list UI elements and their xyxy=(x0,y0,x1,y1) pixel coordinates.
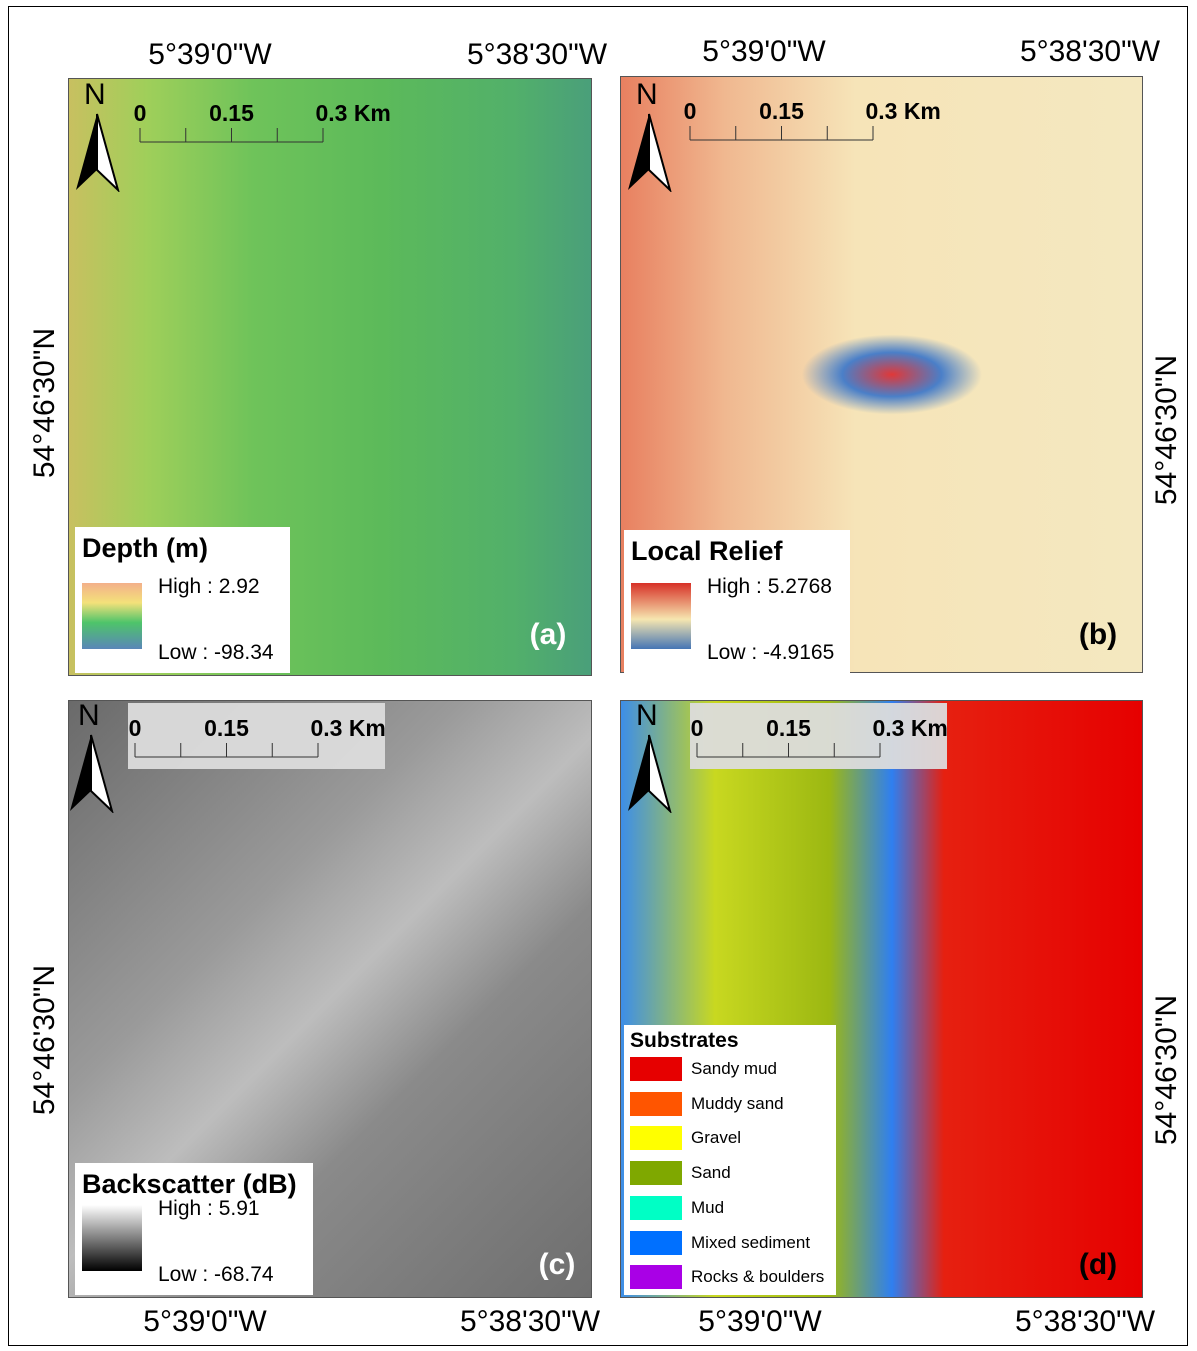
color-ramp xyxy=(82,1205,142,1271)
scale-bar xyxy=(133,741,320,761)
scale-label: 0.3 Km xyxy=(310,715,385,742)
longitude-label: 5°39'0"W xyxy=(143,1305,266,1339)
scale-label: 0 xyxy=(684,98,697,125)
scale-label: 0.3 Km xyxy=(315,100,390,127)
scale-label: 0.15 xyxy=(766,715,811,742)
scale-label: 0.15 xyxy=(204,715,249,742)
legend-swatch xyxy=(630,1161,682,1185)
north-label: N xyxy=(636,78,658,112)
latitude-label: 54°46'30"N xyxy=(1150,995,1184,1145)
north-label: N xyxy=(78,699,100,733)
legend-label: Mud xyxy=(691,1198,724,1218)
latitude-label: 54°46'30"N xyxy=(28,965,62,1115)
legend-swatch xyxy=(630,1092,682,1116)
legend-title: Local Relief xyxy=(631,536,783,567)
north-arrow xyxy=(66,733,116,813)
legend-swatch xyxy=(630,1231,682,1255)
scale-bar xyxy=(695,741,882,761)
longitude-label: 5°39'0"W xyxy=(702,35,825,69)
scale-label: 0 xyxy=(134,100,147,127)
longitude-label: 5°38'30"W xyxy=(1015,1305,1155,1339)
panel-letter: (d) xyxy=(1079,1248,1117,1282)
legend: Depth (m) High : 2.92 Low : -98.34 xyxy=(75,527,290,673)
legend-high: High : 5.2768 xyxy=(707,575,832,599)
north-label: N xyxy=(636,699,658,733)
legend-swatch xyxy=(630,1196,682,1220)
longitude-label: 5°38'30"W xyxy=(460,1305,600,1339)
legend-title: Depth (m) xyxy=(82,533,208,564)
legend: Substrates Sandy mud Muddy sand Gravel Sand M… xyxy=(624,1025,836,1295)
north-label: N xyxy=(84,78,106,112)
color-ramp xyxy=(82,583,142,649)
legend-title: Substrates xyxy=(630,1029,739,1053)
longitude-label: 5°39'0"W xyxy=(148,38,271,72)
scale-bar xyxy=(138,126,325,146)
legend: Local Relief High : 5.2768 Low : -4.9165 xyxy=(624,530,850,673)
legend-low: Low : -4.9165 xyxy=(707,641,834,665)
north-arrow xyxy=(72,112,122,192)
legend-high: High : 5.91 xyxy=(158,1197,260,1221)
longitude-label: 5°39'0"W xyxy=(698,1305,821,1339)
figure: 5°39'0"W5°38'30"W54°46'30"NN00.150.3 KmD… xyxy=(0,0,1197,1351)
legend-swatch xyxy=(630,1057,682,1081)
legend-label: Muddy sand xyxy=(691,1094,784,1114)
latitude-label: 54°46'30"N xyxy=(28,328,62,478)
panel-letter: (c) xyxy=(539,1248,576,1282)
north-arrow xyxy=(624,733,674,813)
legend-label: Mixed sediment xyxy=(691,1233,810,1253)
scale-label: 0.3 Km xyxy=(865,98,940,125)
legend-swatch xyxy=(630,1126,682,1150)
scale-label: 0.15 xyxy=(209,100,254,127)
legend: Backscatter (dB)High : 5.91 Low : -68.74 xyxy=(75,1163,313,1295)
legend-title: Backscatter (dB) xyxy=(82,1169,297,1200)
scale-bar xyxy=(688,124,875,144)
scale-label: 0 xyxy=(129,715,142,742)
longitude-label: 5°38'30"W xyxy=(1020,35,1160,69)
legend-label: Sand xyxy=(691,1163,731,1183)
scale-label: 0.3 Km xyxy=(872,715,947,742)
legend-label: Sandy mud xyxy=(691,1059,777,1079)
color-ramp xyxy=(631,583,691,649)
panel-letter: (b) xyxy=(1079,618,1117,652)
legend-swatch xyxy=(630,1265,682,1289)
north-arrow xyxy=(624,112,674,192)
legend-high: High : 2.92 xyxy=(158,575,260,599)
longitude-label: 5°38'30"W xyxy=(467,38,607,72)
legend-label: Gravel xyxy=(691,1128,741,1148)
latitude-label: 54°46'30"N xyxy=(1150,355,1184,505)
scale-label: 0 xyxy=(691,715,704,742)
legend-label: Rocks & boulders xyxy=(691,1267,824,1287)
legend-low: Low : -98.34 xyxy=(158,641,274,665)
scale-label: 0.15 xyxy=(759,98,804,125)
panel-letter: (a) xyxy=(530,618,567,652)
legend-low: Low : -68.74 xyxy=(158,1263,274,1287)
